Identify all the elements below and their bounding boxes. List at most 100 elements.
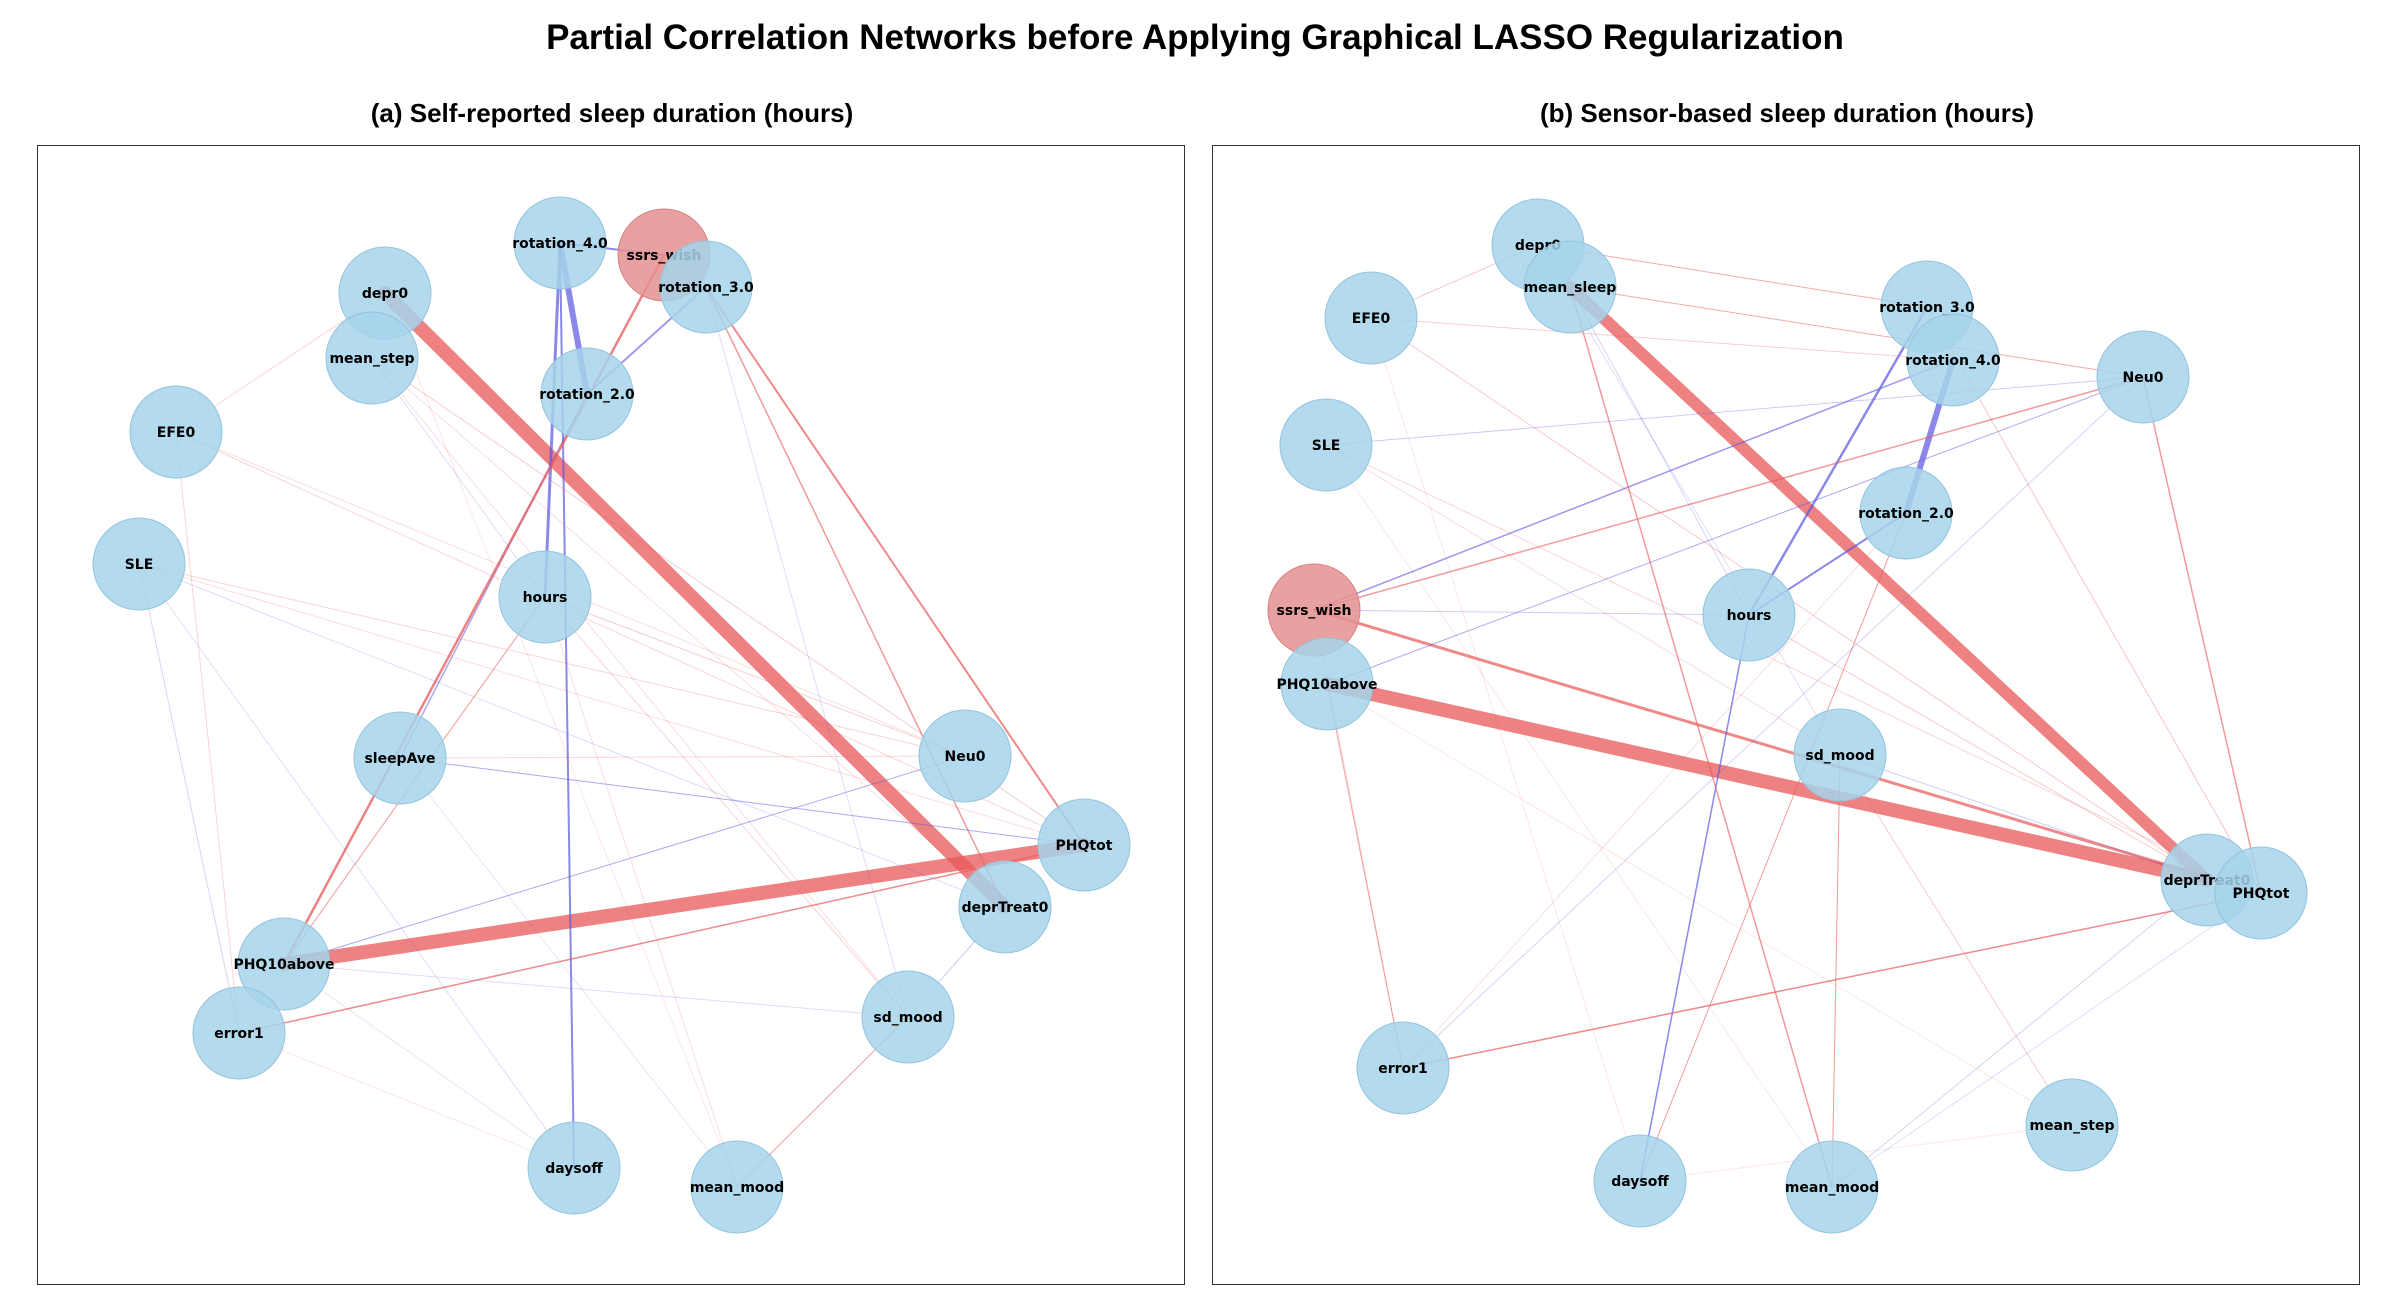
edge-rotation-3-0-deprtreat0: [705, 286, 1006, 908]
node-label: PHQ10above: [233, 957, 334, 973]
node-circle: [1785, 1140, 1879, 1234]
edge-layer: [138, 240, 1091, 1188]
node-circle: [1279, 398, 1373, 492]
edge-ssrs-wish-phqtot: [1312, 608, 2263, 895]
node-label: sd_mood: [1805, 748, 1874, 764]
node-phqtot: PHQtot: [2214, 846, 2308, 940]
node-label: PHQ10above: [1276, 677, 1377, 693]
node-label: SLE: [125, 557, 154, 573]
node-circle: [237, 917, 331, 1011]
node-rotation-3-0: rotation_3.0: [658, 240, 754, 334]
edge-rotation-3-0-phqtot: [1926, 306, 2262, 894]
node-deprtreat0: deprTreat0: [958, 860, 1052, 954]
node-sle: SLE: [92, 517, 186, 611]
edge-rotation-4-0-ssrs-wish: [1313, 359, 1954, 611]
node-efe0: EFE0: [129, 385, 223, 479]
network-graph-b: depr0mean_sleepEFE0rotation_3.0rotation_…: [1267, 198, 2308, 1234]
edge-neu0-phq10above: [1326, 376, 2144, 685]
edge-hours-daysoff: [1639, 614, 1750, 1182]
node-mean-step: mean_step: [325, 311, 419, 405]
node-circle: [1037, 798, 1131, 892]
node-label: hours: [1727, 608, 1772, 624]
edge-efe0-error1: [175, 431, 240, 1034]
node-label: error1: [1378, 1061, 1428, 1077]
network-graph-a: rotation_4.0ssrs_wishrotation_3.0depr0me…: [92, 196, 1131, 1234]
node-circle: [690, 1140, 784, 1234]
node-label: rotation_4.0: [1905, 353, 2001, 369]
edge-phq10above-mean-step: [1326, 683, 2073, 1126]
node-sle: SLE: [1279, 398, 1373, 492]
node-circle: [540, 347, 634, 441]
node-label: rotation_2.0: [539, 387, 635, 403]
node-sd-mood: sd_mood: [1793, 708, 1887, 802]
edge-neu0-error1: [1402, 376, 2144, 1069]
node-label: sd_mood: [873, 1010, 942, 1026]
node-circle: [861, 970, 955, 1064]
node-circle: [1280, 637, 1374, 731]
node-neu0: Neu0: [918, 709, 1012, 803]
edge-error1-daysoff: [238, 1032, 575, 1169]
node-label: EFE0: [1352, 311, 1391, 327]
node-circle: [1324, 271, 1418, 365]
edge-neu0-hours: [544, 596, 966, 757]
edge-sle-error1: [138, 563, 240, 1034]
edge-sle-sd-mood: [1325, 444, 1841, 756]
node-label: mean_mood: [1785, 1180, 1879, 1196]
node-phq10above: PHQ10above: [1276, 637, 1378, 731]
edge-rotation-3-0-sd-mood: [705, 286, 909, 1018]
edge-mean-sleep-mean-mood: [1569, 286, 1833, 1188]
node-rotation-2-0: rotation_2.0: [1858, 466, 1954, 560]
node-label: rotation_3.0: [658, 280, 754, 296]
node-circle: [498, 550, 592, 644]
node-circle: [192, 986, 286, 1080]
node-ssrs-wish: ssrs_wish: [1267, 563, 1361, 657]
edge-sleepave-neu0: [399, 755, 966, 759]
node-circle: [1859, 466, 1953, 560]
node-error1: error1: [1356, 1021, 1450, 1115]
node-label: mean_step: [2029, 1118, 2114, 1134]
edge-mean-sleep-neu0: [1569, 286, 2144, 378]
edge-sd-mood-deprtreat0: [1839, 754, 2208, 881]
node-rotation-4-0: rotation_4.0: [512, 196, 608, 290]
edge-ssrs-wish-hours: [1313, 609, 1750, 616]
node-circle: [1523, 240, 1617, 334]
node-label: depr0: [362, 286, 408, 302]
edge-rotation-3-0-hours: [1747, 305, 1929, 617]
edge-phq10above-error1: [1326, 683, 1404, 1069]
node-label: rotation_3.0: [1879, 300, 1975, 316]
edge-phq10above-sd-mood: [283, 963, 909, 1018]
node-label: mean_sleep: [1524, 280, 1617, 296]
node-label: mean_step: [329, 351, 414, 367]
node-mean-sleep: mean_sleep: [1523, 240, 1617, 334]
node-efe0: EFE0: [1324, 271, 1418, 365]
edge-hours-sd-mood: [544, 596, 909, 1018]
edge-rotation-2-0-daysoff: [1639, 512, 1907, 1182]
network-panel-a: rotation_4.0 ssrs_wish rotation_3.0 depr0 me…: [37, 145, 1185, 1285]
node-label: SLE: [1312, 438, 1341, 454]
edge-sle-neu0: [1325, 376, 2144, 446]
edge-mean-sleep-hours: [1569, 286, 1750, 616]
edge-daysoff-phq10above: [283, 963, 575, 1169]
edge-phq10above-neu0: [283, 755, 966, 965]
edge-sd-mood-mean-mood: [1831, 754, 1841, 1188]
edge-error1-phqtot: [1402, 892, 2262, 1069]
node-circle: [1702, 568, 1796, 662]
node-circle: [2025, 1078, 2119, 1172]
node-label: mean_mood: [690, 1180, 784, 1196]
edge-mean-mood-phqtot: [1831, 892, 2262, 1188]
node-layer: depr0mean_sleepEFE0rotation_3.0rotation_…: [1267, 198, 2308, 1234]
node-daysoff: daysoff: [1593, 1134, 1687, 1228]
edge-depr0-mean-mood: [384, 292, 738, 1188]
node-circle: [918, 709, 1012, 803]
node-circle: [1906, 313, 2000, 407]
edge-sle-phqtot: [138, 563, 1085, 846]
node-sleepave: sleepAve: [353, 711, 447, 805]
edge-sd-mood-mean-step: [1839, 754, 2073, 1126]
figure-title: Partial Correlation Networks before Appl…: [546, 18, 1844, 57]
node-phq10above: PHQ10above: [233, 917, 335, 1011]
node-circle: [659, 240, 753, 334]
node-rotation-2-0: rotation_2.0: [539, 347, 635, 441]
edge-depr0-sd-mood: [1537, 244, 1841, 756]
node-label: PHQtot: [1056, 838, 1113, 854]
edge-efe0-daysoff: [1370, 317, 1641, 1182]
